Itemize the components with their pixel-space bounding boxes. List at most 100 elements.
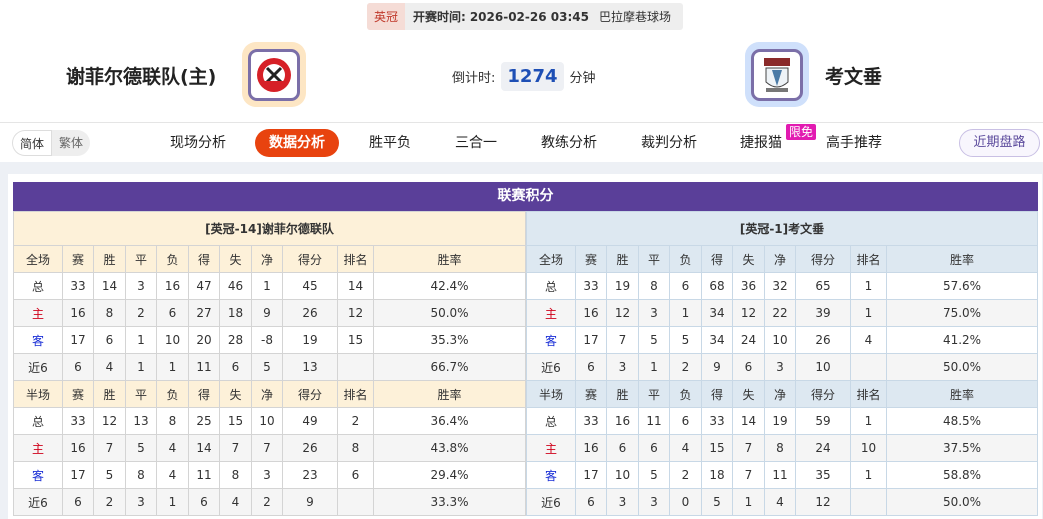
cell: 16 (575, 434, 607, 462)
standings-table: [英冠-1]考文垂 全场赛胜平负得失净得分 排名 胜率总 33 19 8 6 68 36 32 65 1… (526, 211, 1038, 516)
cell: 8 (156, 407, 189, 435)
table-row: 总 33 12 13 8 25 15 10 49 2 36.4% (13, 407, 526, 435)
cell (850, 488, 887, 516)
cell: 7 (93, 434, 126, 462)
cell: 9 (701, 353, 733, 381)
column-header: 赛 (575, 245, 607, 273)
lang-traditional[interactable]: 繁体 (59, 136, 84, 150)
cell: 5 (251, 353, 283, 381)
cell: 2 (337, 407, 374, 435)
table-row: 客 17 6 1 10 20 28 -8 19 15 35.3% (13, 326, 526, 354)
column-header: 平 (638, 245, 670, 273)
cell: 58.8% (886, 461, 1038, 489)
column-header: 赛 (62, 245, 94, 273)
cell: 13 (282, 353, 338, 381)
row-label: 主 (13, 299, 63, 327)
table-row: 客 17 5 8 4 11 8 3 23 6 29.4% (13, 461, 526, 489)
cell: 17 (575, 326, 607, 354)
table-row: 主 16 7 5 4 14 7 7 26 8 43.8% (13, 434, 526, 462)
row-label: 近6 (526, 488, 576, 516)
cell: 1 (850, 461, 887, 489)
cell: 33 (62, 407, 94, 435)
tab-referee-analysis[interactable]: 裁判分析 (641, 135, 697, 151)
column-header: 排名 (337, 245, 374, 273)
home-standings: [英冠-14]谢菲尔德联队 全场赛胜平负得失净得分 排名 胜率总 33 14 3 16 47 46… (13, 211, 526, 516)
cell: 8 (764, 434, 796, 462)
table-row: 主 16 8 2 6 27 18 9 26 12 50.0% (13, 299, 526, 327)
league-tag[interactable]: 英冠 (367, 3, 406, 30)
home-team-name[interactable]: 谢菲尔德联队(主) (66, 66, 217, 88)
tab-live-analysis[interactable]: 现场分析 (170, 135, 226, 151)
cell: 10 (156, 326, 189, 354)
column-header: 得 (188, 380, 220, 408)
column-header: 平 (125, 245, 157, 273)
row-label: 客 (526, 461, 576, 489)
cell: 15 (219, 407, 252, 435)
recent-odds-button[interactable]: 近期盘路 (959, 129, 1040, 157)
tab-jiebaomao[interactable]: 捷报猫 (740, 135, 782, 151)
cell: 1 (850, 407, 887, 435)
cell: 11 (188, 353, 220, 381)
column-header: 胜 (606, 245, 639, 273)
tab-coach-analysis[interactable]: 教练分析 (541, 135, 597, 151)
cell: 10 (795, 353, 851, 381)
lang-simplified[interactable]: 简体 (12, 130, 53, 156)
row-label: 主 (13, 434, 63, 462)
table-row: 总 33 16 11 6 33 14 19 59 1 48.5% (526, 407, 1038, 435)
cell: 20 (188, 326, 220, 354)
cell: 1 (732, 488, 765, 516)
column-header: 胜率 (886, 380, 1038, 408)
cell: 5 (638, 326, 670, 354)
cell: 25 (188, 407, 220, 435)
cell: 12 (606, 299, 639, 327)
cell: 10 (764, 326, 796, 354)
cell: 22 (764, 299, 796, 327)
cell: 19 (606, 272, 639, 300)
cell: 7 (251, 434, 283, 462)
away-team-name[interactable]: 考文垂 (825, 66, 883, 88)
cell: 3 (251, 461, 283, 489)
cell: 75.0% (886, 299, 1038, 327)
cell: 68 (701, 272, 733, 300)
row-label: 总 (526, 272, 576, 300)
cell: 4 (156, 434, 189, 462)
sheffield-crest-icon (257, 57, 291, 92)
cell: 2 (669, 353, 702, 381)
cell: 10 (251, 407, 283, 435)
cell: 2 (669, 461, 702, 489)
nav-bar: 简体 繁体 现场分析 数据分析 胜平负 三合一 教练分析 裁判分析 捷报猫 限免… (0, 122, 1043, 162)
cell: 18 (219, 299, 252, 327)
cell: 24 (732, 326, 765, 354)
cell: 6 (337, 461, 374, 489)
coventry-crest-icon (764, 57, 790, 92)
cell: 45 (282, 272, 338, 300)
section-title: 联赛积分 (13, 182, 1038, 211)
language-toggle[interactable]: 简体 繁体 (12, 130, 91, 156)
cell: 6 (219, 353, 252, 381)
column-header: 负 (156, 245, 189, 273)
cell: 8 (125, 461, 157, 489)
tab-expert-picks[interactable]: 高手推荐 (826, 135, 882, 151)
cell: 12 (795, 488, 851, 516)
column-header: 胜率 (373, 245, 526, 273)
cell: 34 (701, 299, 733, 327)
tab-three-in-one[interactable]: 三合一 (455, 135, 497, 151)
table-row: 近6 6 4 1 1 11 6 5 13 66.7% (13, 353, 526, 381)
cell: 16 (156, 272, 189, 300)
cell: 12 (732, 299, 765, 327)
cell: 59 (795, 407, 851, 435)
row-label: 主 (526, 434, 576, 462)
away-team-logo[interactable] (745, 42, 809, 107)
cell: 9 (251, 299, 283, 327)
tab-win-draw-lose[interactable]: 胜平负 (369, 135, 411, 151)
cell: 7 (606, 326, 639, 354)
column-header: 赛 (575, 380, 607, 408)
cell: 15 (701, 434, 733, 462)
cell: 6 (62, 353, 94, 381)
table-row: 主 16 6 6 4 15 7 8 24 10 37.5% (526, 434, 1038, 462)
table-row: 总 33 14 3 16 47 46 1 45 14 42.4% (13, 272, 526, 300)
tab-data-analysis[interactable]: 数据分析 (255, 129, 339, 157)
cell: 14 (93, 272, 126, 300)
home-team-logo[interactable] (242, 42, 306, 107)
column-header: 净 (764, 380, 796, 408)
